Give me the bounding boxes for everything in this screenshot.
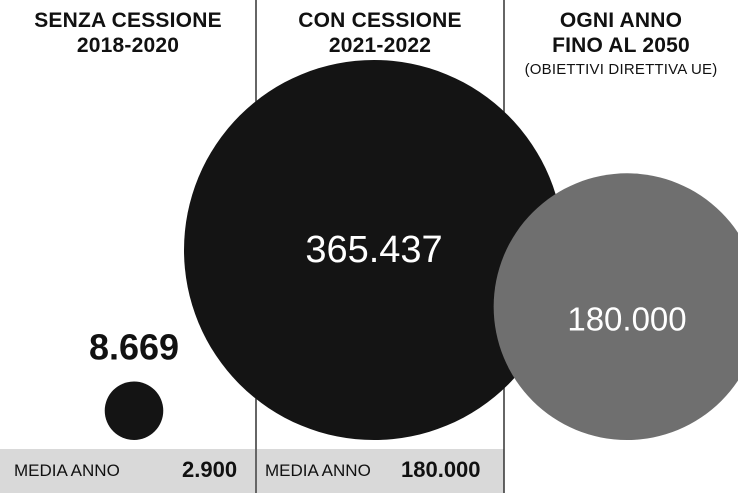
header-line: 2018-2020 — [76, 34, 180, 57]
bubble-value-label-2: 365.437 — [305, 229, 442, 271]
footer-value-col1: 2.900 — [182, 457, 238, 482]
column-header-col3: OGNI ANNO FINO AL 2050 (OBIETTIVI DIRETT… — [504, 8, 738, 80]
header-line: FINO AL 2050 — [552, 34, 690, 57]
bubble-value-label-1: 8.669 — [89, 326, 179, 367]
header-line: SENZA CESSIONE — [34, 9, 222, 32]
bubble-2 — [184, 60, 564, 440]
footer-label-col2: MEDIA ANNO — [265, 461, 371, 480]
header-line: OGNI ANNO — [559, 9, 683, 32]
footer-bar-col2: MEDIA ANNO 180.000 — [257, 449, 504, 493]
footer-bar-col1: MEDIA ANNO 2.900 — [0, 449, 255, 493]
bubble-3 — [493, 173, 738, 440]
bubble-value-label-3: 180.000 — [567, 301, 686, 338]
header-note: (OBIETTIVI DIRETTIVA UE) — [524, 61, 718, 78]
footer-value-col2: 180.000 — [401, 457, 481, 482]
column-header-col2: CON CESSIONE 2021-2022 — [256, 8, 504, 58]
column-header-col1: SENZA CESSIONE 2018-2020 — [0, 8, 256, 58]
header-line: CON CESSIONE — [298, 9, 462, 32]
bubble-1 — [104, 381, 164, 440]
header-line: 2021-2022 — [328, 34, 432, 57]
footer-label-col1: MEDIA ANNO — [14, 461, 120, 480]
